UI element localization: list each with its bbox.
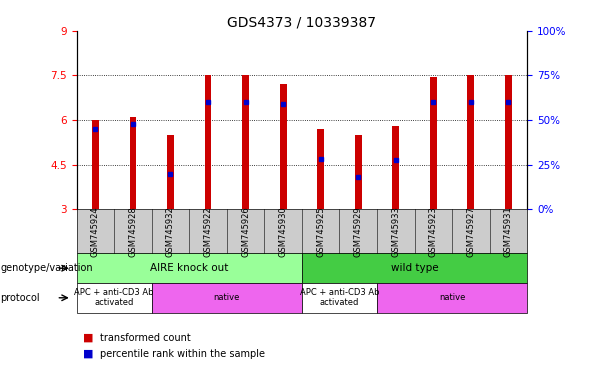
Text: GSM745924: GSM745924 bbox=[91, 206, 100, 257]
Text: GSM745927: GSM745927 bbox=[466, 206, 475, 257]
Bar bbox=[430, 77, 436, 209]
Bar bbox=[92, 120, 99, 209]
Bar bbox=[205, 75, 211, 209]
Text: native: native bbox=[213, 293, 240, 302]
Text: ■: ■ bbox=[83, 349, 93, 359]
Text: GSM745930: GSM745930 bbox=[279, 206, 287, 257]
Text: GSM745926: GSM745926 bbox=[241, 206, 250, 257]
Title: GDS4373 / 10339387: GDS4373 / 10339387 bbox=[227, 16, 376, 30]
Bar bbox=[167, 135, 174, 209]
Text: GSM745928: GSM745928 bbox=[129, 206, 137, 257]
Text: APC + anti-CD3 Ab
activated: APC + anti-CD3 Ab activated bbox=[300, 288, 379, 308]
Text: native: native bbox=[439, 293, 465, 302]
Bar bbox=[242, 75, 249, 209]
Text: GSM745932: GSM745932 bbox=[166, 206, 175, 257]
Text: wild type: wild type bbox=[390, 263, 438, 273]
Text: GSM745925: GSM745925 bbox=[316, 206, 325, 257]
Bar bbox=[318, 129, 324, 209]
Text: AIRE knock out: AIRE knock out bbox=[150, 263, 229, 273]
Text: APC + anti-CD3 Ab
activated: APC + anti-CD3 Ab activated bbox=[74, 288, 154, 308]
Bar bbox=[280, 84, 286, 209]
Text: genotype/variation: genotype/variation bbox=[1, 263, 93, 273]
Text: GSM745933: GSM745933 bbox=[391, 206, 400, 257]
Bar bbox=[505, 75, 512, 209]
Text: protocol: protocol bbox=[1, 293, 40, 303]
Bar bbox=[392, 126, 399, 209]
Bar bbox=[355, 135, 362, 209]
Text: GSM745929: GSM745929 bbox=[354, 206, 363, 257]
Text: GSM745922: GSM745922 bbox=[204, 206, 213, 257]
Text: transformed count: transformed count bbox=[100, 333, 191, 343]
Bar bbox=[468, 75, 474, 209]
Bar bbox=[129, 117, 136, 209]
Text: ■: ■ bbox=[83, 333, 93, 343]
Text: percentile rank within the sample: percentile rank within the sample bbox=[100, 349, 265, 359]
Text: GSM745923: GSM745923 bbox=[429, 206, 438, 257]
Text: GSM745931: GSM745931 bbox=[504, 206, 513, 257]
